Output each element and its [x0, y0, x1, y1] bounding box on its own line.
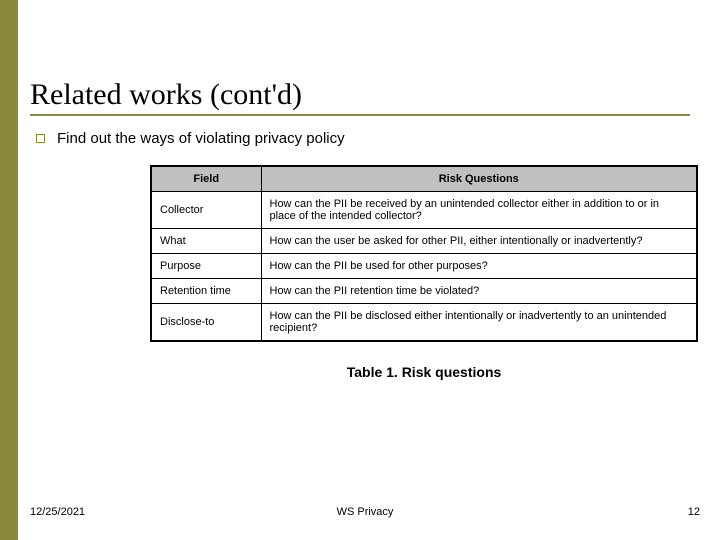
col-header-field: Field	[151, 166, 261, 192]
slide-content: Related works (cont'd) Find out the ways…	[30, 78, 700, 380]
slide-title: Related works (cont'd)	[30, 78, 700, 112]
square-bullet-icon	[36, 134, 45, 143]
slide-accent-bar	[0, 0, 18, 540]
cell-risk: How can the PII be used for other purpos…	[261, 254, 697, 279]
cell-field: Purpose	[151, 254, 261, 279]
title-underline	[30, 114, 690, 116]
table-row: Disclose-to How can the PII be disclosed…	[151, 304, 697, 342]
bullet-text: Find out the ways of violating privacy p…	[57, 130, 345, 147]
risk-table: Field Risk Questions Collector How can t…	[150, 165, 698, 342]
table-header-row: Field Risk Questions	[151, 166, 697, 192]
cell-field: Disclose-to	[151, 304, 261, 342]
slide-footer: 12/25/2021 WS Privacy 12	[30, 506, 700, 518]
table-row: Collector How can the PII be received by…	[151, 192, 697, 229]
footer-date: 12/25/2021	[30, 506, 85, 518]
footer-page-number: 12	[688, 506, 700, 518]
table-caption: Table 1. Risk questions	[150, 364, 698, 380]
bullet-item: Find out the ways of violating privacy p…	[36, 130, 700, 147]
cell-field: Collector	[151, 192, 261, 229]
risk-table-wrap: Field Risk Questions Collector How can t…	[150, 165, 698, 342]
table-row: What How can the user be asked for other…	[151, 229, 697, 254]
cell-risk: How can the PII retention time be violat…	[261, 279, 697, 304]
cell-risk: How can the PII be disclosed either inte…	[261, 304, 697, 342]
cell-field: Retention time	[151, 279, 261, 304]
cell-field: What	[151, 229, 261, 254]
cell-risk: How can the PII be received by an uninte…	[261, 192, 697, 229]
footer-title: WS Privacy	[337, 506, 394, 518]
col-header-risk: Risk Questions	[261, 166, 697, 192]
cell-risk: How can the user be asked for other PII,…	[261, 229, 697, 254]
table-row: Retention time How can the PII retention…	[151, 279, 697, 304]
table-row: Purpose How can the PII be used for othe…	[151, 254, 697, 279]
